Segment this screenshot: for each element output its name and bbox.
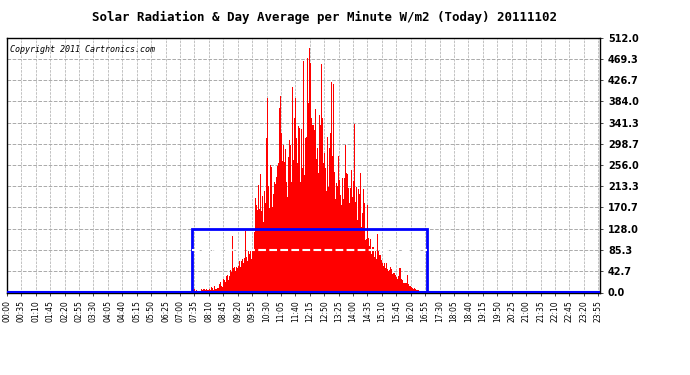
Text: Copyright 2011 Cartronics.com: Copyright 2011 Cartronics.com xyxy=(10,45,155,54)
Bar xyxy=(193,229,427,292)
Text: Solar Radiation & Day Average per Minute W/m2 (Today) 20111102: Solar Radiation & Day Average per Minute… xyxy=(92,11,557,24)
